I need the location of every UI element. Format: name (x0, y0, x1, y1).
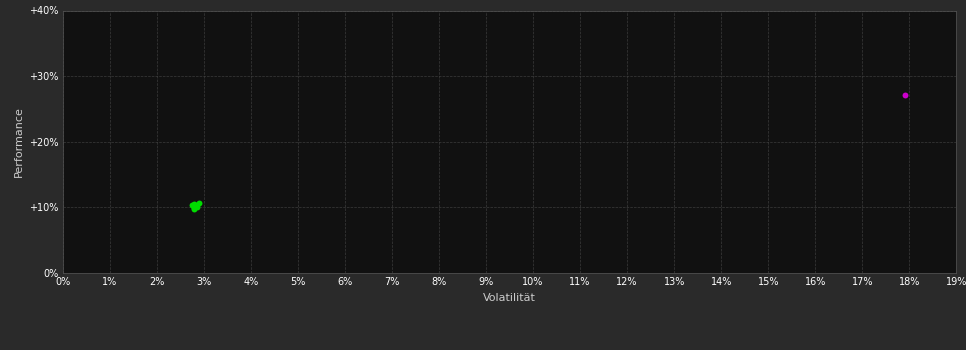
Point (896, 92, 912, 97)
Point (189, 204, 205, 210)
Point (186, 204, 202, 210)
Y-axis label: Performance: Performance (14, 106, 23, 177)
Point (189, 202, 205, 208)
Point (191, 200, 207, 205)
Point (185, 203, 200, 208)
X-axis label: Volatilität: Volatilität (483, 293, 536, 303)
Point (186, 206, 202, 211)
Point (186, 201, 202, 207)
Point (186, 205, 202, 211)
